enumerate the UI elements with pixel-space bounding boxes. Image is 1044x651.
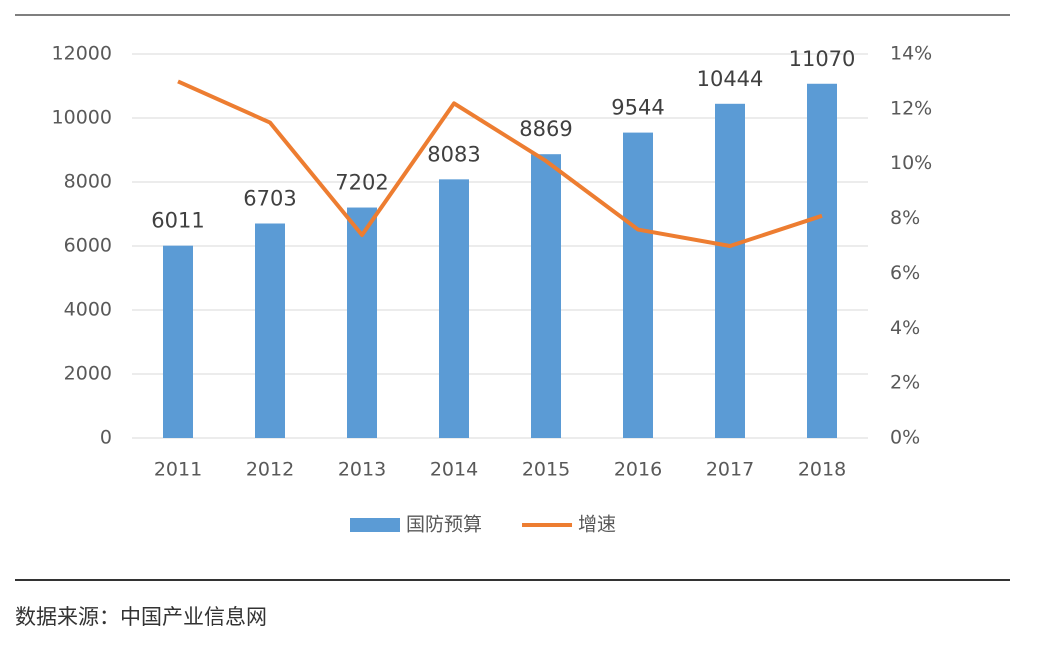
x-tick-label: 2014	[430, 459, 478, 481]
data-label: 6011	[151, 209, 204, 233]
y-tick-label: 0	[100, 427, 112, 449]
data-label: 8869	[519, 117, 572, 141]
y-tick-label: 2000	[64, 363, 112, 385]
y2-tick-label: 6%	[890, 262, 920, 284]
data-label: 11070	[789, 47, 856, 71]
y2-tick-label: 12%	[890, 97, 932, 119]
source-note: 数据来源：中国产业信息网	[15, 605, 267, 629]
x-tick-label: 2018	[798, 459, 846, 481]
y-tick-label: 10000	[52, 107, 112, 129]
x-tick-label: 2012	[246, 459, 294, 481]
legend-label: 国防预算	[406, 514, 482, 536]
bar	[347, 207, 377, 438]
y2-tick-label: 4%	[890, 317, 920, 339]
y2-tick-label: 8%	[890, 207, 920, 229]
bar	[163, 245, 193, 438]
x-tick-label: 2017	[706, 459, 754, 481]
x-tick-label: 2013	[338, 459, 386, 481]
y-tick-label: 8000	[64, 171, 112, 193]
x-tick-label: 2015	[522, 459, 570, 481]
bar	[807, 83, 837, 438]
data-label: 7202	[335, 171, 388, 195]
legend-swatch	[350, 518, 400, 532]
bar	[255, 223, 285, 438]
data-label: 8083	[427, 142, 480, 166]
y2-tick-label: 0%	[890, 427, 920, 449]
bar	[531, 154, 561, 438]
y-tick-label: 6000	[64, 235, 112, 257]
bar	[623, 132, 653, 439]
legend-label: 增速	[578, 514, 616, 536]
x-tick-label: 2011	[154, 459, 202, 481]
y2-tick-label: 14%	[890, 43, 932, 65]
data-label: 10444	[697, 67, 764, 91]
data-label: 6703	[243, 187, 296, 211]
y2-tick-label: 10%	[890, 152, 932, 174]
x-tick-label: 2016	[614, 459, 662, 481]
bar	[715, 103, 745, 439]
y-tick-label: 4000	[64, 299, 112, 321]
bar	[439, 179, 469, 438]
y-tick-label: 12000	[52, 43, 112, 65]
y2-tick-label: 2%	[890, 372, 920, 394]
data-label: 9544	[611, 96, 664, 120]
line	[177, 79, 823, 248]
